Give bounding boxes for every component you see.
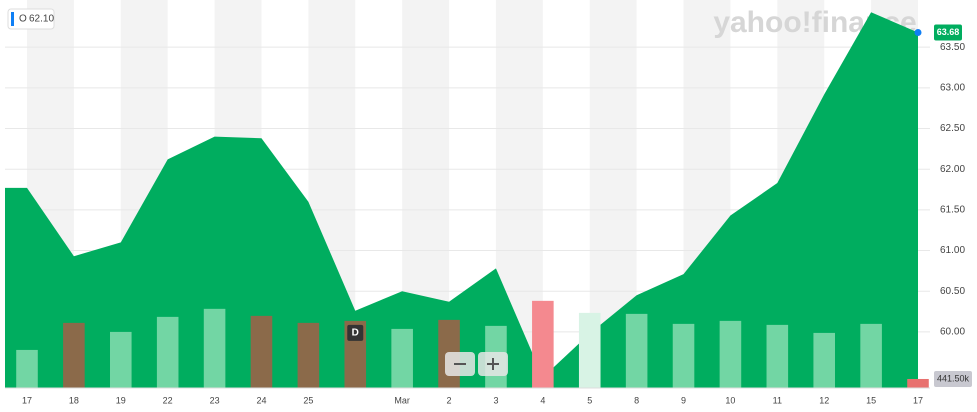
y-tick-label: 60.50 [940,286,965,297]
legend-symbol: O [19,14,27,25]
volume-bar [250,315,273,388]
x-tick-label: 25 [303,395,313,405]
x-tick-label: 17 [913,395,923,405]
legend-box [7,8,55,30]
legend-value: 62.10 [29,14,54,25]
y-tick-label: 63.00 [940,82,965,93]
volume-bar [578,312,601,388]
y-tick-label: 61.00 [940,245,965,256]
y-tick-label: 61.50 [940,205,965,216]
x-tick-label: 4 [540,395,545,405]
volume-bar [860,323,882,388]
volume-bar [719,320,742,388]
y-tick-label: 60.00 [940,327,965,338]
volume-label: 441.50k [937,373,970,383]
volume-bar [110,331,132,388]
last-price-dot [914,29,922,37]
dividend-badge [347,324,364,341]
dividend-label: D [352,328,359,339]
x-tick-label: 19 [116,395,126,405]
volume-bar [907,378,929,388]
x-tick-label: 24 [256,395,266,405]
x-tick-label: Mar [394,395,410,405]
volume-bar [63,322,85,388]
x-tick-label: 18 [69,395,79,405]
price-area [5,12,918,388]
x-tick-label: 2 [447,395,452,405]
volume-bar [391,328,413,388]
volume-bar [203,308,226,388]
volume-bar [625,313,648,388]
last-price-label: 63.68 [937,27,960,37]
x-tick-label: 23 [210,395,220,405]
x-tick-label: 17 [22,395,32,405]
x-tick-label: 9 [681,395,686,405]
y-tick-label: 62.00 [940,164,965,175]
y-tick-label: 63.50 [940,42,965,53]
x-tick-label: 3 [493,395,498,405]
volume-bar [532,300,554,388]
x-tick-label: 15 [866,395,876,405]
x-tick-label: 10 [725,395,735,405]
x-tick-label: 12 [819,395,829,405]
y-tick-label: 62.50 [940,123,965,134]
last-price-tag [934,24,962,41]
volume-tag [934,370,972,387]
x-tick-label: 8 [634,395,639,405]
volume-bar [16,349,38,388]
volume-bar [297,322,320,388]
volume-bar [672,323,695,388]
legend-swatch [11,12,14,26]
volume-bar [813,332,835,388]
x-tick-label: 22 [163,395,173,405]
volume-bar [766,324,789,388]
volume-bar [156,316,179,388]
x-tick-label: 5 [587,395,592,405]
x-tick-label: 11 [773,395,782,405]
